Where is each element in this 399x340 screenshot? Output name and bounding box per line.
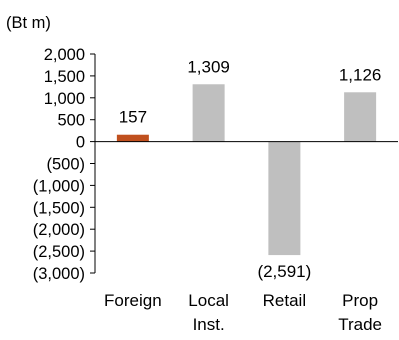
y-tick-label: (1,500) — [33, 199, 85, 217]
x-tick-label: Prop — [342, 291, 378, 310]
y-tick-label: (2,000) — [33, 221, 85, 239]
x-tick-label: Local — [188, 291, 229, 310]
bar — [268, 141, 301, 256]
y-tick-label: 1,000 — [44, 90, 85, 108]
data-label: 157 — [119, 108, 147, 127]
data-label: 1,309 — [187, 57, 230, 76]
x-tick-label: Foreign — [104, 291, 162, 310]
y-axis: 2,000 1,500 1,000 500 0 (500) (1,000) (1,500) (2… — [33, 46, 96, 283]
x-tick-label: Trade — [338, 315, 382, 334]
y-tick-label: (3,000) — [33, 265, 85, 283]
y-tick-label: 500 — [57, 112, 85, 130]
x-axis: Foreign Local Inst. Retail Prop Trade — [104, 291, 382, 334]
bar — [116, 134, 149, 142]
data-label: 1,126 — [339, 65, 382, 84]
x-tick-label: Retail — [263, 291, 306, 310]
y-tick-label: (2,500) — [33, 243, 85, 261]
bar — [344, 92, 377, 142]
data-labels: 157 1,309 (2,591) 1,126 — [119, 57, 382, 281]
y-tick-label: (1,000) — [33, 177, 85, 195]
y-tick-label: (500) — [46, 156, 85, 174]
data-label: (2,591) — [257, 262, 311, 281]
bars — [95, 84, 398, 256]
unit-label: (Bt m) — [6, 14, 51, 32]
x-tick-label: Inst. — [193, 315, 225, 334]
bar — [192, 84, 225, 142]
y-tick-label: 2,000 — [44, 46, 85, 64]
y-tick-label: 0 — [76, 134, 85, 152]
y-tick-label: 1,500 — [44, 68, 85, 86]
